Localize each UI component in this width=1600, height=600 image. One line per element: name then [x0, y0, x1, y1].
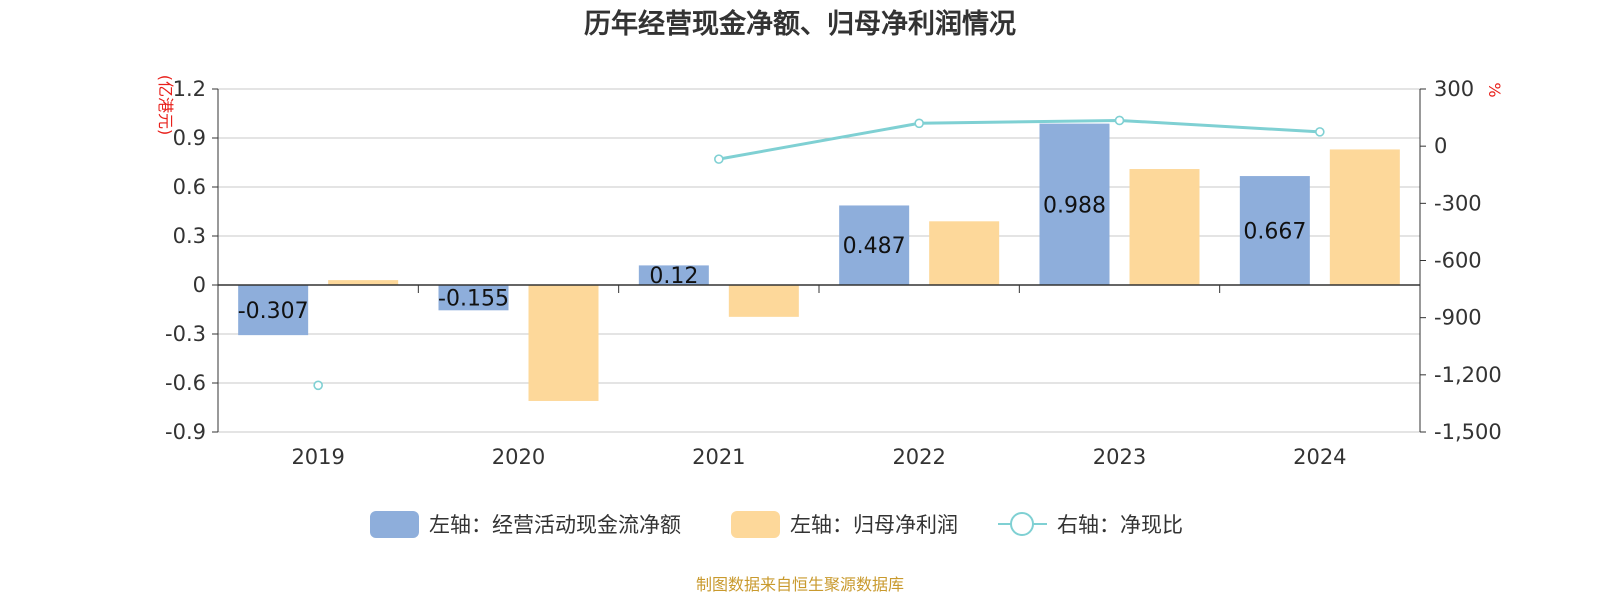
bar-cash-flow: [638, 265, 709, 285]
x-tick-label: 2023: [1093, 445, 1146, 469]
left-tick-label: 1.2: [173, 77, 206, 101]
right-tick-label: 300: [1434, 77, 1474, 101]
bar-data-label: 0.487: [843, 234, 906, 259]
ratio-point: [1315, 127, 1325, 137]
x-tick-label: 2020: [492, 445, 545, 469]
left-tick-label: -0.9: [165, 420, 206, 444]
bar-cash-flow: [238, 285, 309, 336]
bar-labels: -0.307 -0.155 0.12 0.487 0.988 0.667: [238, 193, 1307, 324]
legend: 左轴：经营活动现金流净额 左轴：归母净利润 右轴：净现比: [370, 511, 1183, 538]
bar-data-label: -0.307: [238, 299, 309, 324]
bar-net-profit: [528, 285, 599, 401]
bar-net-profit: [328, 280, 399, 285]
x-tick-label: 2019: [291, 445, 344, 469]
left-axis-unit: (亿港元): [156, 75, 175, 136]
legend-label-ratio: 右轴：净现比: [1057, 513, 1183, 537]
right-tick-label: -600: [1434, 249, 1482, 273]
right-tick-label: -1,200: [1434, 363, 1502, 387]
axes: 1.2 0.9 0.6 0.3 0 -0.3 -0.6 -0.9 300 0 -300 -600 -90…: [156, 75, 1504, 469]
bar-data-label: 0.12: [649, 264, 698, 289]
ratio-point: [1114, 115, 1125, 126]
bar-data-label: 0.988: [1043, 193, 1106, 218]
left-tick-label: -0.3: [165, 322, 206, 346]
x-tick-label: 2024: [1293, 445, 1346, 469]
bars: [238, 123, 1400, 401]
bar-net-profit: [728, 285, 799, 317]
ratio-line-segment: [718, 118, 1320, 161]
right-tick-label: -300: [1434, 191, 1482, 215]
right-tick-label: -900: [1434, 306, 1482, 330]
ratio-point: [714, 154, 724, 164]
right-axis-unit: %: [1485, 82, 1504, 97]
bar-cash-flow: [1039, 123, 1110, 285]
chart-title: 历年经营现金净额、归母净利润情况: [584, 8, 1016, 40]
bar-net-profit: [1329, 149, 1400, 285]
x-tick-label: 2021: [692, 445, 745, 469]
legend-swatch-profit: [731, 511, 780, 538]
right-tick-label: 0: [1434, 134, 1447, 158]
bar-net-profit: [929, 221, 1000, 285]
bar-data-label: -0.155: [438, 287, 509, 312]
bar-cash-flow: [438, 285, 509, 311]
ratio-line: [313, 115, 1325, 391]
ratio-point: [313, 380, 323, 391]
bar-net-profit: [1129, 169, 1200, 285]
x-tick-label: 2022: [892, 445, 945, 469]
left-tick-label: 0: [193, 273, 206, 297]
ratio-point: [914, 118, 924, 129]
legend-label-cash: 左轴：经营活动现金流净额: [429, 513, 681, 537]
legend-swatch-ratio-marker: [1010, 512, 1034, 536]
bar-cash-flow: [839, 205, 910, 285]
left-tick-label: -0.6: [165, 371, 206, 395]
bar-cash-flow: [1239, 176, 1310, 285]
left-tick-label: 0.9: [173, 126, 206, 150]
left-tick-label: 0.3: [173, 224, 206, 248]
bar-data-label: 0.667: [1243, 220, 1306, 245]
legend-label-profit: 左轴：归母净利润: [790, 513, 958, 537]
right-tick-label: -1,500: [1434, 420, 1502, 444]
source-note: 制图数据来自恒生聚源数据库: [696, 575, 904, 594]
left-tick-label: 0.6: [173, 175, 206, 199]
legend-swatch-cash: [370, 511, 419, 538]
